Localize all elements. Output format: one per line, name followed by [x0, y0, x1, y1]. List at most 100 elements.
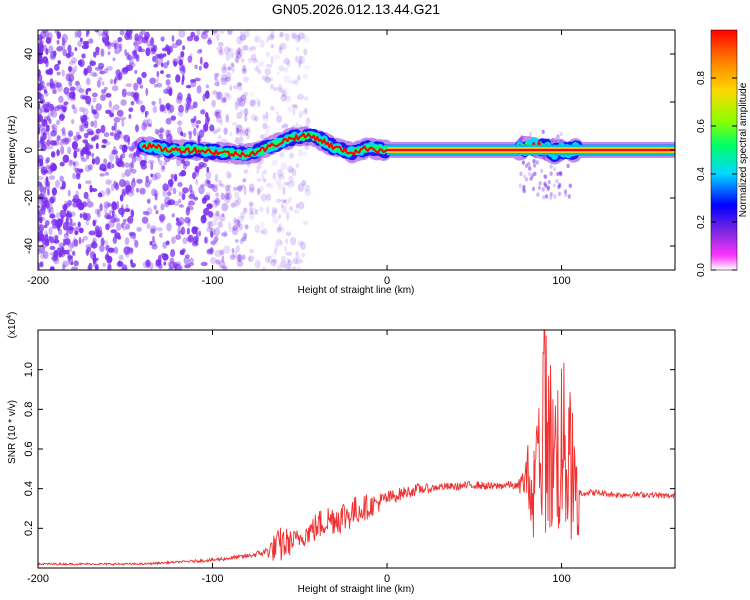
spectrogram-noise-dot — [292, 257, 299, 265]
spectrogram-noise-dot — [130, 161, 135, 168]
snr-ytick-label: 0.4 — [23, 481, 35, 496]
spectrogram-noise-dot — [297, 93, 304, 100]
spectrogram-noise-dot — [65, 227, 69, 236]
spectrogram-noise-dot — [128, 34, 133, 39]
spectrogram-noise-dot — [549, 192, 553, 197]
spectrogram-noise-dot — [237, 96, 243, 103]
spectrogram-noise-dot — [92, 97, 97, 103]
spectrogram-noise-dot — [141, 30, 146, 35]
spectrogram-noise-dot — [120, 99, 127, 106]
spectrogram-noise-dot — [140, 109, 145, 114]
spectrogram-noise-dot — [237, 185, 243, 192]
spectrogram-noise-dot — [38, 238, 41, 244]
spectrogram-noise-dot — [162, 53, 167, 57]
spectrogram-noise-dot — [47, 133, 52, 142]
spectrogram-noise-dot — [221, 66, 228, 74]
spectrogram-noise-dot — [111, 201, 117, 211]
spectrogram-noise-dot — [90, 251, 96, 260]
spectrogram-noise-dot — [106, 203, 114, 207]
spectrogram-noise-dot — [72, 250, 76, 256]
spectrogram-noise-dot — [64, 137, 72, 143]
spectrogram-noise-dot — [106, 214, 112, 220]
spectrogram-ytick-label: -20 — [23, 190, 35, 206]
spectrogram-noise-dot — [160, 70, 164, 74]
spectrogram-noise-dot — [88, 164, 93, 171]
spectrogram-noise-dot — [295, 162, 300, 169]
spectrogram-noise-dot — [38, 74, 43, 83]
spectrogram-noise-dot — [214, 173, 219, 183]
spectrogram-noise-dot — [124, 49, 128, 56]
spectrogram-noise-dot — [283, 87, 289, 96]
spectrogram-noise-dot — [521, 160, 526, 165]
spectrogram-xtick-label: -200 — [27, 275, 49, 287]
spectrogram-noise-dot — [97, 192, 103, 198]
spectrogram-noise-dot — [261, 75, 269, 81]
spectrogram-noise-dot — [278, 85, 283, 94]
spectrogram-noise-dot — [254, 260, 261, 269]
spectrogram-noise-dot — [155, 210, 159, 215]
spectrogram-noise-dot — [182, 237, 188, 245]
spectrogram-noise-dot — [219, 214, 226, 222]
spectrogram-noise-dot — [133, 93, 139, 102]
spectrogram-noise-dot — [159, 232, 163, 238]
spectrogram-noise-dot — [280, 93, 287, 102]
spectrogram-noise-dot — [142, 261, 150, 269]
spectrogram-noise-dot — [288, 196, 292, 203]
spectrogram-noise-dot — [71, 57, 78, 64]
spectrogram-noise-dot — [177, 120, 183, 126]
spectrogram-noise-dot — [119, 30, 125, 36]
spectrogram-noise-dot — [301, 180, 307, 187]
spectrogram-noise-dot — [184, 264, 191, 269]
spectrogram-noise-dot — [524, 163, 529, 168]
spectrogram-noise-dot — [59, 161, 65, 167]
spectrogram-noise-dot — [69, 218, 73, 224]
spectrogram-noise-dot — [285, 251, 293, 256]
spectrogram-noise-dot — [196, 120, 202, 125]
spectrogram-noise-dot — [71, 141, 78, 150]
spectrogram-noise-dot — [99, 70, 106, 75]
spectrogram-noise-dot — [68, 255, 73, 260]
spectrogram-noise-dot — [186, 35, 194, 42]
spectrogram-noise-dot — [56, 39, 60, 45]
spectrogram-noise-dot — [240, 94, 247, 101]
spectrogram-noise-dot — [238, 223, 243, 231]
spectrogram-noise-dot — [262, 266, 267, 270]
spectrogram-noise-dot — [276, 71, 280, 76]
spectrogram-noise-dot — [194, 64, 198, 70]
spectrogram-noise-dot — [236, 112, 243, 119]
spectrogram-noise-dot — [188, 200, 195, 206]
spectrogram-noise-dot — [196, 124, 199, 129]
spectrogram-noise-dot — [94, 156, 100, 165]
spectrogram-noise-dot — [220, 138, 228, 143]
spectrogram-noise-dot — [116, 222, 122, 231]
spectrogram-noise-dot — [219, 45, 223, 54]
spectrogram-noise-dot — [60, 145, 65, 155]
spectrogram-noise-dot — [128, 191, 135, 197]
spectrogram-noise-dot — [278, 31, 286, 37]
spectrogram-noise-dot — [136, 226, 142, 232]
spectrogram-noise-dot — [90, 188, 98, 192]
spectrogram-noise-dot — [61, 43, 66, 50]
spectrogram-noise-dot — [38, 114, 43, 123]
spectrogram-noise-dot — [276, 226, 282, 233]
spectrogram-noise-dot — [248, 256, 252, 262]
spectrogram-noise-dot — [236, 127, 240, 134]
spectrogram-noise-dot — [236, 184, 243, 191]
spectrogram-noise-dot — [66, 249, 70, 255]
spectrogram-noise-dot — [173, 173, 178, 182]
spectrogram-noise-dot — [259, 134, 264, 140]
spectrogram-noise-dot — [531, 173, 535, 178]
spectrogram-noise-dot — [128, 107, 134, 112]
spectrogram-noise-dot — [237, 47, 241, 55]
spectrogram-noise-dot — [210, 240, 217, 245]
spectrogram-noise-dot — [125, 184, 132, 193]
spectrogram-noise-dot — [216, 33, 220, 42]
spectrogram-noise-dot — [61, 127, 66, 135]
spectrogram-noise-dot — [298, 259, 304, 264]
spectrogram-noise-dot — [297, 73, 301, 81]
spectrogram-noise-dot — [248, 201, 253, 207]
spectrogram-noise-dot — [54, 139, 60, 146]
spectrogram-noise-dot — [80, 124, 85, 132]
spectrogram-noise-dot — [120, 266, 128, 270]
